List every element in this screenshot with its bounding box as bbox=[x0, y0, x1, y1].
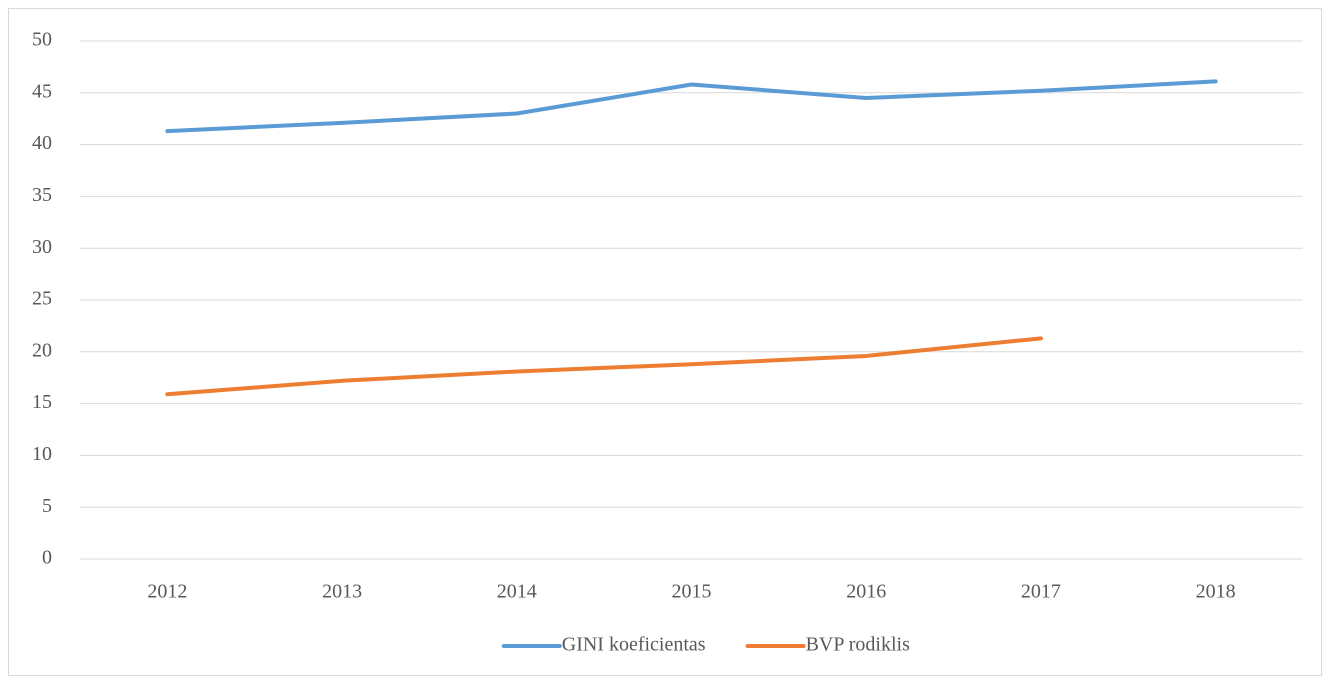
x-tick-label: 2018 bbox=[1196, 581, 1236, 603]
x-tick-label: 2012 bbox=[147, 581, 187, 603]
series-line bbox=[165, 79, 1218, 134]
y-tick-label: 25 bbox=[32, 288, 52, 310]
y-tick-label: 45 bbox=[32, 80, 52, 102]
legend-label: BVP rodiklis bbox=[806, 634, 910, 656]
y-tick-label: 15 bbox=[32, 391, 52, 413]
x-tick-label: 2017 bbox=[1021, 581, 1061, 603]
x-tick-label: 2016 bbox=[846, 581, 886, 603]
y-tick-label: 50 bbox=[32, 29, 52, 51]
x-tick-label: 2013 bbox=[322, 581, 362, 603]
y-tick-label: 35 bbox=[32, 184, 52, 206]
x-tick-label: 2014 bbox=[497, 581, 537, 603]
y-tick-label: 0 bbox=[42, 547, 52, 569]
x-tick-label: 2015 bbox=[672, 581, 712, 603]
y-tick-label: 10 bbox=[32, 443, 52, 465]
series-line bbox=[165, 336, 1043, 397]
y-tick-label: 20 bbox=[32, 339, 52, 361]
legend-label: GINI koeficientas bbox=[562, 634, 706, 656]
y-tick-label: 30 bbox=[32, 236, 52, 258]
y-tick-label: 40 bbox=[32, 132, 52, 154]
chart-frame bbox=[8, 8, 1322, 676]
y-tick-label: 5 bbox=[42, 495, 52, 517]
